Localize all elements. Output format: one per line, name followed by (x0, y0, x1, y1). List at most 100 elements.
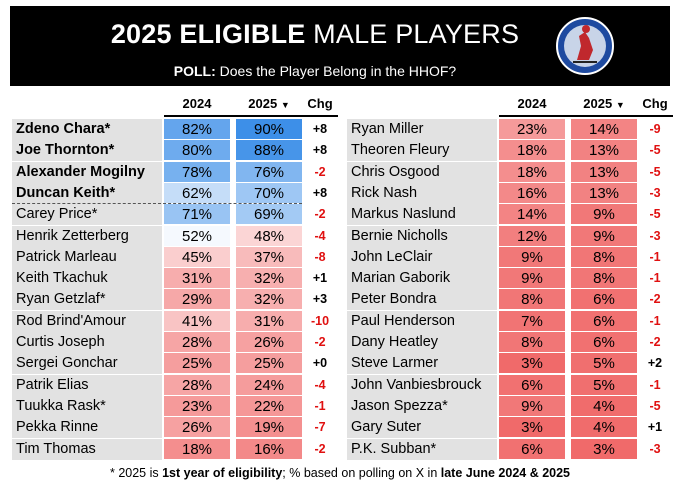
value-2025: 90% (236, 119, 302, 139)
change-value: -3 (649, 185, 661, 200)
player-row: Paul Henderson 7% 6% -1 (347, 310, 673, 332)
value-2025: 8% (571, 246, 637, 267)
player-name: Tuukka Rask* (12, 395, 162, 417)
player-row: Jason Spezza* 9% 4% -5 (347, 395, 673, 417)
value-2024: 9% (499, 268, 565, 289)
player-row: Keith Tkachuk 31% 32% +1 (12, 268, 338, 290)
value-2025: 5% (571, 374, 637, 395)
player-name: Alexander Mogilny (12, 161, 162, 183)
player-row: Tim Thomas 18% 16% -2 (12, 438, 338, 460)
player-row: Gary Suter 3% 4% +1 (347, 417, 673, 439)
change-value: +3 (312, 292, 328, 307)
player-name: Bernie Nicholls (347, 225, 497, 247)
value-2024: 9% (499, 395, 565, 416)
player-name: P.K. Subban* (347, 438, 497, 460)
col-2024-header-right[interactable]: 2024 (517, 96, 547, 111)
player-row: Tuukka Rask* 23% 22% -1 (12, 395, 338, 417)
value-2025: 6% (571, 289, 637, 310)
value-2024: 18% (499, 161, 565, 182)
player-name: Joe Thornton* (12, 140, 162, 162)
value-2025: 37% (236, 246, 302, 267)
player-name: Patrik Elias (12, 374, 162, 396)
col-chg-header-right[interactable]: Chg (642, 96, 668, 111)
change-value: -5 (649, 398, 661, 413)
change-value: -1 (649, 313, 661, 328)
header-banner: 2025 ELIGIBLE MALE PLAYERS POLL: Does th… (10, 6, 670, 86)
value-2024: 29% (164, 289, 230, 310)
col-2024-header[interactable]: 2024 (182, 96, 212, 111)
tier-separator (12, 203, 302, 204)
change-value: +2 (647, 356, 663, 371)
change-value: -8 (314, 249, 326, 264)
value-2025: 19% (236, 417, 302, 438)
player-name: Patrick Marleau (12, 246, 162, 268)
value-2024: 41% (164, 310, 230, 331)
change-value: -7 (314, 420, 326, 435)
player-name: Pekka Rinne (12, 417, 162, 439)
value-2025: 25% (236, 353, 302, 374)
value-2025: 13% (571, 182, 637, 203)
player-name: Dany Heatley (347, 332, 497, 353)
player-name: Ryan Miller (347, 119, 497, 140)
player-name: Duncan Keith* (12, 182, 162, 204)
change-value: -2 (314, 207, 326, 222)
player-row: Sergei Gonchar 25% 25% +0 (12, 353, 338, 375)
value-2025: 14% (571, 119, 637, 139)
change-value: -9 (649, 122, 661, 136)
player-row: Joe Thornton* 80% 88% +8 (12, 140, 338, 162)
right-column-headers: 2024 2025 ▼ Chg (347, 94, 668, 112)
value-2024: 16% (499, 182, 565, 203)
col-chg-header[interactable]: Chg (307, 96, 333, 111)
col-2025-header-right[interactable]: 2025 ▼ (583, 96, 625, 111)
value-2024: 82% (164, 119, 230, 139)
player-name: John Vanbiesbrouck (347, 374, 497, 396)
change-value: -5 (649, 207, 661, 222)
change-value: +8 (312, 143, 328, 158)
value-2025: 88% (236, 140, 302, 161)
value-2025: 8% (571, 268, 637, 289)
change-value: +8 (312, 185, 328, 200)
change-value: -3 (649, 441, 661, 456)
player-name: Sergei Gonchar (12, 353, 162, 375)
player-row: Rod Brind'Amour 41% 31% -10 (12, 310, 338, 332)
value-2025: 32% (236, 268, 302, 289)
player-name: Zdeno Chara* (12, 119, 162, 140)
value-2024: 23% (499, 119, 565, 139)
player-name: Rod Brind'Amour (12, 310, 162, 332)
player-row: Marian Gaborik 9% 8% -1 (347, 268, 673, 290)
value-2024: 28% (164, 332, 230, 352)
value-2025: 26% (236, 332, 302, 352)
value-2025: 5% (571, 353, 637, 374)
hhof-logo-icon (556, 17, 614, 75)
player-name: Keith Tkachuk (12, 268, 162, 290)
change-value: -5 (649, 143, 661, 158)
change-value: +8 (312, 122, 328, 136)
value-2024: 71% (164, 204, 230, 225)
value-2025: 24% (236, 374, 302, 395)
change-value: -2 (314, 441, 326, 456)
player-row: P.K. Subban* 6% 3% -3 (347, 438, 673, 460)
player-row: Patrick Marleau 45% 37% -8 (12, 246, 338, 268)
player-row: Theoren Fleury 18% 13% -5 (347, 140, 673, 162)
value-2025: 13% (571, 140, 637, 161)
value-2025: 9% (571, 225, 637, 246)
value-2024: 9% (499, 246, 565, 267)
value-2025: 13% (571, 161, 637, 182)
value-2025: 16% (236, 438, 302, 459)
value-2024: 8% (499, 289, 565, 310)
value-2025: 22% (236, 395, 302, 416)
player-name: Rick Nash (347, 182, 497, 204)
player-row: Markus Naslund 14% 9% -5 (347, 204, 673, 226)
player-row: Dany Heatley 8% 6% -2 (347, 332, 673, 353)
value-2025: 4% (571, 417, 637, 438)
change-value: -2 (649, 335, 661, 349)
change-value: +1 (647, 420, 663, 435)
change-value: -2 (314, 164, 326, 179)
player-name: Paul Henderson (347, 310, 497, 332)
value-2024: 80% (164, 140, 230, 161)
player-row: John LeClair 9% 8% -1 (347, 246, 673, 268)
poll-subtitle: POLL: Does the Player Belong in the HHOF… (173, 63, 457, 79)
col-2025-header[interactable]: 2025 ▼ (248, 96, 290, 111)
player-row: Chris Osgood 18% 13% -5 (347, 161, 673, 183)
change-value: -1 (649, 271, 661, 286)
